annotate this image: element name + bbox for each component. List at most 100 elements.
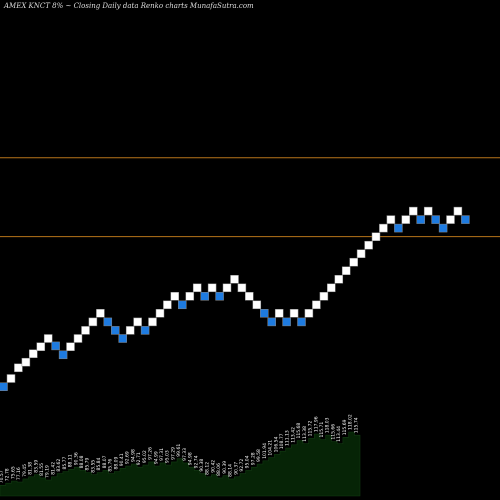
renko-brick [394, 223, 403, 233]
volume-label: 81.38 [28, 462, 34, 475]
volume-label: 117.96 [313, 416, 319, 432]
renko-brick [461, 215, 470, 224]
volume-label: 92.74 [193, 455, 199, 468]
volume-label: 99.58 [256, 449, 262, 462]
volume-label: 90.37 [233, 462, 239, 475]
renko-brick [88, 317, 98, 327]
chart-title: AMEX KNCT 8% ~ Closing Daily data Renko … [4, 2, 254, 10]
volume-label: 115.71 [319, 422, 325, 438]
volume-labels: 70.57 72.78 75.65 77.16 79.45 81.38 83.59 81.55… [0, 414, 359, 483]
volume-label: 108.77 [279, 433, 285, 449]
renko-brick [401, 215, 411, 224]
renko-brick [297, 317, 306, 327]
renko-brick [73, 334, 83, 343]
renko-brick [379, 223, 388, 233]
renko-brick [14, 363, 23, 373]
volume-label: 79.19 [45, 465, 51, 478]
volume-label: 90.36 [73, 452, 79, 465]
volume-label: 90.41 [119, 453, 125, 466]
volume-label: 95.02 [142, 450, 148, 463]
renko-brick [289, 309, 299, 318]
renko-brick [111, 326, 120, 335]
renko-brick [438, 223, 448, 233]
renko-brick [140, 326, 150, 335]
volume-label: 92.71 [136, 452, 142, 465]
renko-brick [178, 300, 187, 310]
renko-brick [222, 283, 232, 293]
volume-label: 88.07 [102, 455, 108, 468]
renko-brick [125, 326, 135, 335]
volume-label: 83.55 [90, 460, 96, 473]
volume-label: 115.74 [353, 417, 359, 433]
renko-brick [192, 283, 202, 293]
volume-label: 115.66 [330, 424, 336, 440]
volume-label: 88.06 [216, 463, 222, 476]
renko-brick [252, 300, 262, 310]
volume-label: 83.59 [33, 460, 39, 473]
renko-brick [386, 215, 396, 224]
renko-brick [36, 342, 46, 351]
renko-bricks [0, 206, 470, 391]
renko-brick [409, 206, 418, 216]
renko-brick [341, 266, 351, 275]
volume-label: 95.04 [245, 455, 251, 468]
volume-label: 70.57 [0, 470, 5, 483]
volume-label: 81.55 [39, 463, 45, 476]
renko-brick [327, 283, 336, 293]
renko-brick [423, 206, 433, 216]
renko-brick [312, 300, 321, 310]
renko-brick [66, 342, 75, 351]
volume-label: 85.84 [96, 457, 102, 470]
renko-brick [446, 215, 455, 224]
volume-label: 97.31 [159, 448, 165, 461]
renko-brick [43, 334, 53, 343]
volume-label: 111.13 [285, 430, 291, 446]
renko-brick [58, 350, 68, 360]
renko-brick [334, 275, 344, 284]
volume-label: 97.28 [250, 452, 256, 465]
volume-label: 115.69 [342, 419, 348, 435]
renko-brick [103, 317, 113, 327]
renko-brick [282, 317, 291, 327]
volume-label: 90.39 [222, 461, 228, 474]
renko-brick [148, 317, 157, 327]
renko-brick [215, 292, 224, 301]
volume-label: 115.72 [308, 421, 314, 437]
renko-brick [267, 317, 276, 327]
volume-label: 90.42 [210, 460, 216, 473]
volume-label: 79.45 [22, 464, 28, 477]
volume-label: 97.29 [170, 447, 176, 460]
volume-label: 95.03 [165, 450, 171, 463]
renko-brick [349, 257, 358, 267]
volume-label: 101.94 [262, 443, 268, 459]
volume-label: 104.21 [268, 440, 274, 456]
volume-label: 88.14 [228, 464, 234, 477]
renko-brick [431, 215, 440, 224]
volume-label: 106.54 [273, 437, 279, 453]
volume-label: 85.76 [108, 459, 114, 472]
renko-brick [185, 292, 195, 301]
renko-brick [371, 232, 381, 241]
renko-brick [319, 292, 329, 301]
volume-label: 77.16 [16, 467, 22, 480]
renko-brick [21, 357, 31, 367]
volume-label: 88.11 [68, 454, 74, 467]
volume-area [0, 431, 361, 497]
renko-brick [163, 300, 172, 310]
volume-label: 94.99 [153, 451, 159, 464]
volume-label: 113.38 [302, 426, 308, 442]
volume-label: 75.65 [10, 466, 16, 479]
renko-brick [6, 374, 16, 383]
volume-label: 97.33 [182, 448, 188, 461]
volume-label: 83.62 [56, 459, 62, 472]
volume-label: 92.69 [125, 451, 131, 464]
level-lines [0, 157, 500, 238]
volume-label: 97.26 [148, 447, 154, 460]
volume-label: 118.02 [348, 414, 354, 430]
volume-label: 85.79 [85, 457, 91, 470]
volume-label: 115.68 [296, 423, 302, 439]
renko-brick [237, 283, 247, 293]
volume-label: 88.12 [205, 462, 211, 475]
renko-brick [170, 292, 180, 301]
